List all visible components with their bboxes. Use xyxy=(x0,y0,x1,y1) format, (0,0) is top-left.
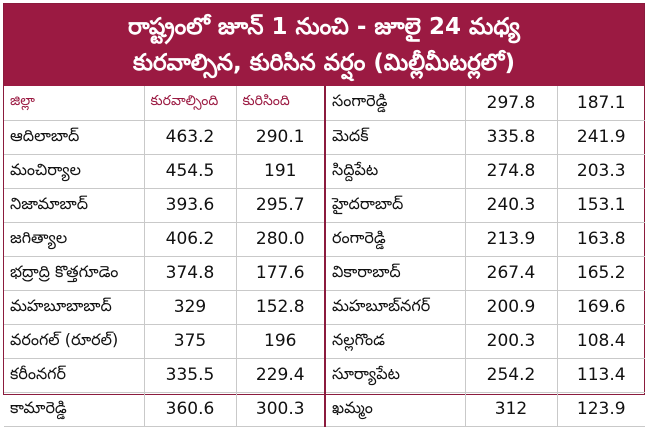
column-header-district: జిల్లా xyxy=(4,86,144,121)
expected-rainfall: 329 xyxy=(143,290,236,325)
actual-rainfall: 229.4 xyxy=(235,358,324,393)
table-row: రంగారెడ్డి 213.9 163.8 xyxy=(324,222,645,257)
table-row: మహబూబాబాద్ 329 152.8 xyxy=(4,290,324,325)
column-header-actual: కురిసింది xyxy=(235,86,324,121)
actual-rainfall: 187.1 xyxy=(556,86,645,121)
expected-rainfall: 454.5 xyxy=(143,154,236,189)
district-name: భద్రాద్రి కొత్తగూడెం xyxy=(4,256,144,291)
table-row: కరీంనగర్ 335.5 229.4 xyxy=(4,358,324,393)
actual-rainfall: 123.9 xyxy=(556,392,645,427)
table-row: నిజామాబాద్ 393.6 295.7 xyxy=(4,188,324,223)
column-header-row: జిల్లా కురవాల్సింది కురిసింది xyxy=(4,86,324,121)
expected-rainfall: 312 xyxy=(464,392,557,427)
table-row: ఖమ్మం 312 123.9 xyxy=(324,392,645,427)
district-name: హైదరాబాద్ xyxy=(324,188,465,223)
district-name: ఖమ్మం xyxy=(324,392,465,427)
actual-rainfall: 153.1 xyxy=(556,188,645,223)
actual-rainfall: 169.6 xyxy=(556,290,645,325)
district-name: నల్లగొండ xyxy=(324,324,465,359)
district-name: కరీంనగర్ xyxy=(4,358,144,393)
expected-rainfall: 297.8 xyxy=(464,86,557,121)
table-row: హైదరాబాద్ 240.3 153.1 xyxy=(324,188,645,223)
actual-rainfall: 113.4 xyxy=(556,358,645,393)
table-row: మెదక్ 335.8 241.9 xyxy=(324,120,645,155)
rainfall-table-left: జిల్లా కురవాల్సింది కురిసింది ఆదిలాబాద్ 4… xyxy=(4,86,324,427)
actual-rainfall: 163.8 xyxy=(556,222,645,257)
table-row: వికారాబాద్ 267.4 165.2 xyxy=(324,256,645,291)
expected-rainfall: 254.2 xyxy=(464,358,557,393)
expected-rainfall: 274.8 xyxy=(464,154,557,189)
expected-rainfall: 200.9 xyxy=(464,290,557,325)
expected-rainfall: 335.5 xyxy=(143,358,236,393)
actual-rainfall: 203.3 xyxy=(556,154,645,189)
table-row: మహబూబ్‌నగర్ 200.9 169.6 xyxy=(324,290,645,325)
actual-rainfall: 165.2 xyxy=(556,256,645,291)
district-name: నిజామాబాద్ xyxy=(4,188,144,223)
expected-rainfall: 393.6 xyxy=(143,188,236,223)
district-name: మహబూబాబాద్ xyxy=(4,290,144,325)
actual-rainfall: 152.8 xyxy=(235,290,324,325)
expected-rainfall: 213.9 xyxy=(464,222,557,257)
district-name: సంగారెడ్డి xyxy=(324,86,465,121)
district-name: సూర్యాపేట xyxy=(324,358,465,393)
expected-rainfall: 267.4 xyxy=(464,256,557,291)
district-name: మెదక్ xyxy=(324,120,465,155)
expected-rainfall: 375 xyxy=(143,324,236,359)
title-line-2: కురవాల్సిన, కురిసిన వర్షం (మిల్లీమీటర్లల… xyxy=(133,50,515,76)
rainfall-table-right: సంగారెడ్డి 297.8 187.1 మెదక్ 335.8 241.9 సిద్ద… xyxy=(324,86,645,427)
title-banner: రాష్ట్రంలో జూన్ 1 నుంచి - జూలై 24 మధ్య క… xyxy=(4,4,644,86)
expected-rainfall: 406.2 xyxy=(143,222,236,257)
table-row: సంగారెడ్డి 297.8 187.1 xyxy=(324,86,645,121)
expected-rainfall: 335.8 xyxy=(464,120,557,155)
expected-rainfall: 463.2 xyxy=(143,120,236,155)
district-name: మంచిర్యాల xyxy=(4,154,144,189)
column-header-expected: కురవాల్సింది xyxy=(143,86,236,121)
district-name: వికారాబాద్ xyxy=(324,256,465,291)
expected-rainfall: 200.3 xyxy=(464,324,557,359)
title-line-1: రాష్ట్రంలో జూన్ 1 నుంచి - జూలై 24 మధ్య xyxy=(128,14,520,40)
district-name: వరంగల్ (రూరల్) xyxy=(4,324,144,359)
table-row: సూర్యాపేట 254.2 113.4 xyxy=(324,358,645,393)
actual-rainfall: 295.7 xyxy=(235,188,324,223)
expected-rainfall: 374.8 xyxy=(143,256,236,291)
expected-rainfall: 240.3 xyxy=(464,188,557,223)
table-row: ఆదిలాబాద్ 463.2 290.1 xyxy=(4,120,324,155)
district-name: సిద్దిపేట xyxy=(324,154,465,189)
district-name: ఆదిలాబాద్ xyxy=(4,120,144,155)
district-name: కామారెడ్డి xyxy=(4,392,144,427)
actual-rainfall: 300.3 xyxy=(235,392,324,427)
expected-rainfall: 360.6 xyxy=(143,392,236,427)
actual-rainfall: 177.6 xyxy=(235,256,324,291)
actual-rainfall: 241.9 xyxy=(556,120,645,155)
table-row: వరంగల్ (రూరల్) 375 196 xyxy=(4,324,324,359)
rainfall-infographic: రాష్ట్రంలో జూన్ 1 నుంచి - జూలై 24 మధ్య క… xyxy=(3,3,645,427)
actual-rainfall: 108.4 xyxy=(556,324,645,359)
actual-rainfall: 196 xyxy=(235,324,324,359)
actual-rainfall: 280.0 xyxy=(235,222,324,257)
district-name: మహబూబ్‌నగర్ xyxy=(324,290,465,325)
left-table-body: జిల్లా కురవాల్సింది కురిసింది ఆదిలాబాద్ 4… xyxy=(4,86,324,427)
district-name: జగిత్యాల xyxy=(4,222,144,257)
table-row: మంచిర్యాల 454.5 191 xyxy=(4,154,324,189)
actual-rainfall: 290.1 xyxy=(235,120,324,155)
district-name: రంగారెడ్డి xyxy=(324,222,465,257)
table-row: సిద్దిపేట 274.8 203.3 xyxy=(324,154,645,189)
right-table-body: సంగారెడ్డి 297.8 187.1 మెదక్ 335.8 241.9 సిద్ద… xyxy=(324,86,645,427)
table-row: జగిత్యాల 406.2 280.0 xyxy=(4,222,324,257)
table-row: భద్రాద్రి కొత్తగూడెం 374.8 177.6 xyxy=(4,256,324,291)
table-row: నల్లగొండ 200.3 108.4 xyxy=(324,324,645,359)
table-row: కామారెడ్డి 360.6 300.3 xyxy=(4,392,324,427)
actual-rainfall: 191 xyxy=(235,154,324,189)
